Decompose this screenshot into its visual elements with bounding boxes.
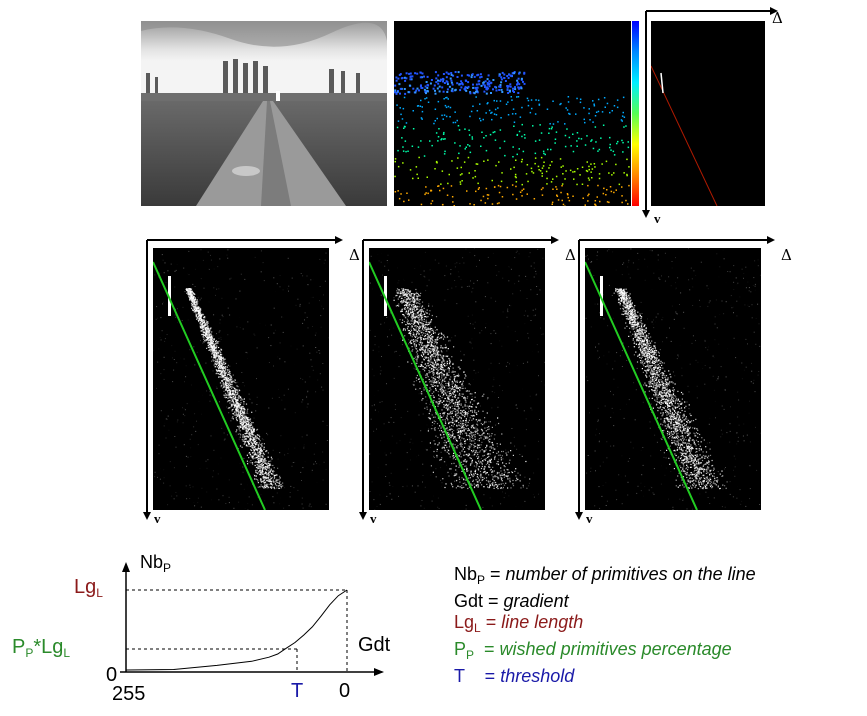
legend-description: threshold: [500, 666, 575, 686]
v-label-top: v: [654, 211, 661, 226]
disparity-colorbar: [632, 21, 639, 206]
legend-row: Gdt = gradient: [454, 591, 569, 611]
v-label-2: v: [370, 511, 377, 526]
legend-description: number of primitives on the line: [505, 564, 756, 584]
zero-y-label: 0: [106, 664, 118, 686]
v-disparity-panel-1-axes: [143, 236, 343, 520]
primitives-curve: [125, 589, 348, 671]
x-255-label: 255: [112, 683, 146, 705]
obstacle-mark: [660, 72, 664, 94]
v-disparity-panel-2: [369, 248, 545, 510]
legend-key: T: [454, 666, 465, 686]
nbp-label: NbP: [140, 552, 172, 575]
v-label-1: v: [154, 511, 161, 526]
delta-label-3: Δ: [781, 246, 792, 264]
delta-label-1: Δ: [349, 246, 360, 264]
lgl-label: LgL: [74, 576, 103, 600]
v-disparity-panel-1: [153, 248, 329, 510]
legend-row: T = threshold: [454, 666, 575, 686]
road-line: [585, 261, 698, 510]
v-label-3: v: [586, 511, 593, 526]
road-line: [369, 261, 482, 510]
obstacle-mark: [384, 276, 387, 316]
legend-row: PP = wished primitives percentage: [454, 639, 732, 662]
road-line: [153, 261, 266, 510]
legend-key: LgL: [454, 612, 481, 635]
v-disparity-panel-3: [585, 248, 761, 510]
v-disparity-top-axes: [642, 7, 778, 218]
x-0-label: 0: [339, 680, 351, 702]
pp-lgl-label: PP*LgL: [12, 636, 71, 660]
obstacle-mark: [168, 276, 171, 316]
road-photo-icon: [141, 21, 387, 206]
gdt-label: Gdt: [358, 634, 391, 656]
legend-key: PP: [454, 639, 475, 662]
t-label: T: [291, 680, 304, 702]
legend-key: Gdt: [454, 591, 484, 611]
v-disparity-panel-2-axes: [359, 236, 559, 520]
delta-label-top: Δ: [772, 9, 783, 27]
threshold-chart: [120, 562, 384, 676]
delta-label-2: Δ: [565, 246, 576, 264]
legend-description: wished primitives percentage: [499, 639, 732, 659]
legend-row: LgL = line length: [454, 612, 584, 635]
disparity-map: [394, 21, 631, 206]
legend-key: NbP: [454, 564, 486, 587]
v-disparity-panel-3-svg: [585, 248, 761, 510]
v-disparity-top-svg: [651, 65, 718, 206]
v-disparity-panel-3-axes: [575, 236, 775, 520]
obstacle-mark: [600, 276, 603, 316]
road-photo: [141, 21, 387, 206]
v-disparity-panel-2-svg: [369, 248, 545, 510]
v-disparity-panel-1-svg: [153, 249, 329, 510]
legend-description: gradient: [503, 591, 569, 611]
legend-row: NbP = number of primitives on the line: [454, 564, 756, 587]
v-disparity-top: [651, 21, 765, 206]
legend: NbP = number of primitives on the line Gd…: [454, 564, 756, 687]
legend-description: line length: [501, 612, 584, 632]
disparity-points: [394, 71, 630, 206]
